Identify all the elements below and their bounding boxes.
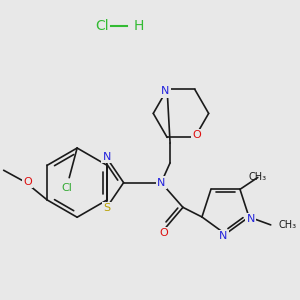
Text: N: N [157,178,165,188]
Text: O: O [23,177,32,187]
Text: O: O [192,130,201,140]
Text: O: O [160,228,169,238]
Text: H: H [133,20,144,33]
Text: N: N [219,231,228,241]
Text: N: N [247,214,255,224]
Text: N: N [161,86,169,96]
Text: S: S [103,203,110,213]
Text: Cl: Cl [62,183,73,193]
Text: Cl: Cl [95,20,109,33]
Text: CH₃: CH₃ [279,220,297,230]
Text: N: N [103,152,111,162]
Text: CH₃: CH₃ [249,172,267,182]
